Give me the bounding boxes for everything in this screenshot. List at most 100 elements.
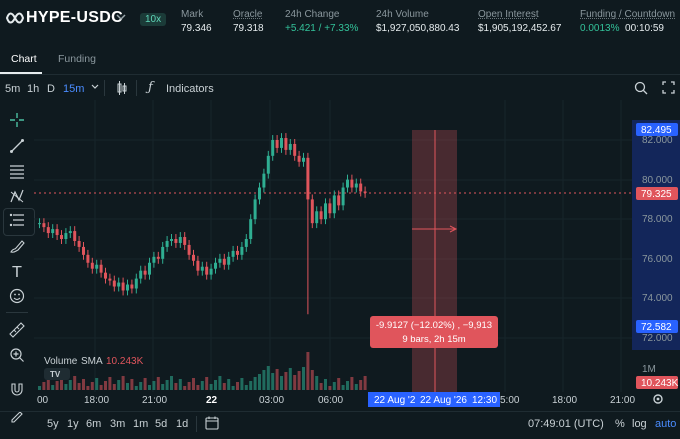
- ruler-icon[interactable]: [8, 322, 26, 340]
- price-tag-current-label: 79.325: [641, 189, 672, 200]
- volume-bar: [64, 384, 68, 390]
- candle-type-icon[interactable]: [116, 81, 128, 98]
- volume-bar: [293, 375, 297, 390]
- measure-tooltip: [370, 316, 498, 348]
- fib-tool-icon[interactable]: [8, 212, 26, 230]
- candle-body: [178, 237, 182, 243]
- log-toggle[interactable]: log: [632, 418, 647, 430]
- chevron-down-icon[interactable]: [116, 12, 126, 24]
- volume-bar: [126, 383, 129, 390]
- time-tick: 21:00: [142, 395, 167, 406]
- interval-15m[interactable]: 15m: [63, 83, 85, 95]
- pattern-tool-icon[interactable]: [8, 188, 26, 206]
- active-tool-frame: [3, 208, 35, 236]
- bottom-bar: [0, 411, 680, 439]
- utc-clock[interactable]: 07:49:01 (UTC): [528, 418, 604, 430]
- candle-body: [139, 270, 143, 279]
- horizontal-lines-icon[interactable]: [8, 163, 26, 181]
- volume-bar: [266, 366, 270, 390]
- stat-24h-change: 24h Change +5.421 / +7.33%: [285, 9, 358, 34]
- auto-toggle[interactable]: auto: [655, 418, 677, 430]
- volume-bar: [82, 379, 85, 390]
- volume-bar: [310, 370, 314, 390]
- interval-chevron-down-icon[interactable]: [91, 82, 99, 94]
- percent-toggle[interactable]: %: [615, 418, 625, 430]
- volume-bar: [121, 376, 125, 390]
- volume-bar: [77, 383, 81, 390]
- time-tick: 5:00: [500, 395, 520, 406]
- stat-label[interactable]: Open Interest: [478, 9, 539, 20]
- range-1m[interactable]: 1m: [133, 418, 149, 430]
- stat-label[interactable]: Oracle: [233, 9, 263, 20]
- zoom-in-icon[interactable]: [8, 347, 26, 365]
- volume-bar: [73, 376, 77, 390]
- indicators-fx-icon[interactable]: ƒ: [148, 80, 153, 95]
- fullscreen-icon[interactable]: [662, 81, 675, 97]
- interval-d[interactable]: D: [47, 83, 55, 95]
- range-5d[interactable]: 5d: [155, 418, 168, 430]
- price-range-highlight: [632, 120, 680, 350]
- candle-body: [302, 157, 305, 162]
- price-chart[interactable]: 82.000 80.000 78.000 76.000 74.000 72.00…: [34, 100, 680, 411]
- date-range-calendar-icon[interactable]: [205, 416, 219, 433]
- stat-value: $1,905,192,452.67: [478, 23, 562, 34]
- bottom-divider: [196, 416, 197, 432]
- candle-body: [337, 195, 341, 206]
- volume-tag: [636, 376, 678, 389]
- range-1d[interactable]: 1d: [176, 418, 189, 430]
- tab-funding[interactable]: Funding: [58, 53, 96, 65]
- interval-1h[interactable]: 1h: [27, 83, 40, 95]
- text-tool-icon[interactable]: T: [12, 263, 22, 281]
- volume-bar: [134, 386, 138, 390]
- indicators-button[interactable]: Indicators: [166, 83, 214, 95]
- settings-gear-icon[interactable]: [653, 394, 663, 404]
- volume-bar: [297, 371, 301, 390]
- candle-body: [350, 179, 354, 188]
- interval-5m[interactable]: 5m: [5, 83, 21, 95]
- price-tick: 72.000: [642, 333, 673, 344]
- market-pair-selector[interactable]: HYPE-USDC: [26, 9, 123, 26]
- time-tick: 18:00: [84, 395, 109, 406]
- price-tick: 82.000: [642, 135, 673, 146]
- sidebar-divider: [6, 312, 28, 313]
- candle-body: [99, 264, 103, 273]
- time-tick: 21:00: [610, 395, 635, 406]
- volume-bar: [249, 381, 253, 390]
- lock-pencil-icon[interactable]: [8, 407, 26, 425]
- volume-bar: [51, 385, 55, 390]
- stat-open-interest: Open Interest $1,905,192,452.67: [478, 9, 561, 34]
- time-tick: 06:00: [318, 395, 343, 406]
- range-6m[interactable]: 6m: [86, 418, 102, 430]
- volume-bar: [170, 376, 173, 390]
- candle-body: [51, 229, 55, 234]
- stat-value: 79.318: [233, 23, 264, 34]
- tab-chart[interactable]: Chart: [11, 53, 37, 65]
- search-icon[interactable]: [634, 81, 648, 98]
- volume-bar: [196, 385, 200, 390]
- candle-body: [64, 233, 68, 239]
- volume-bar: [130, 379, 134, 390]
- volume-bar: [284, 372, 288, 390]
- volume-bar: [258, 374, 261, 390]
- candle-body: [266, 155, 270, 174]
- leverage-badge[interactable]: 10x: [140, 13, 167, 26]
- range-1y[interactable]: 1y: [67, 418, 79, 430]
- volume-bar: [275, 369, 279, 390]
- candle-body: [152, 256, 156, 263]
- candle-body: [275, 140, 279, 148]
- emoji-icon[interactable]: [8, 288, 26, 306]
- stat-value: $1,927,050,880.43: [376, 23, 460, 34]
- trendline-icon[interactable]: [8, 138, 26, 156]
- stat-label[interactable]: Funding / Countdown: [580, 9, 676, 20]
- brush-icon[interactable]: [8, 238, 26, 256]
- grid: [34, 100, 632, 392]
- volume-bar: [302, 367, 305, 390]
- candle-body: [126, 284, 129, 291]
- magnet-icon[interactable]: [8, 382, 26, 400]
- candle-body: [196, 260, 200, 271]
- price-tag-low-label: 72.582: [641, 322, 672, 333]
- range-5y[interactable]: 5y: [47, 418, 59, 430]
- candle-body: [271, 140, 275, 156]
- crosshair-icon[interactable]: [8, 112, 26, 130]
- range-3m[interactable]: 3m: [110, 418, 126, 430]
